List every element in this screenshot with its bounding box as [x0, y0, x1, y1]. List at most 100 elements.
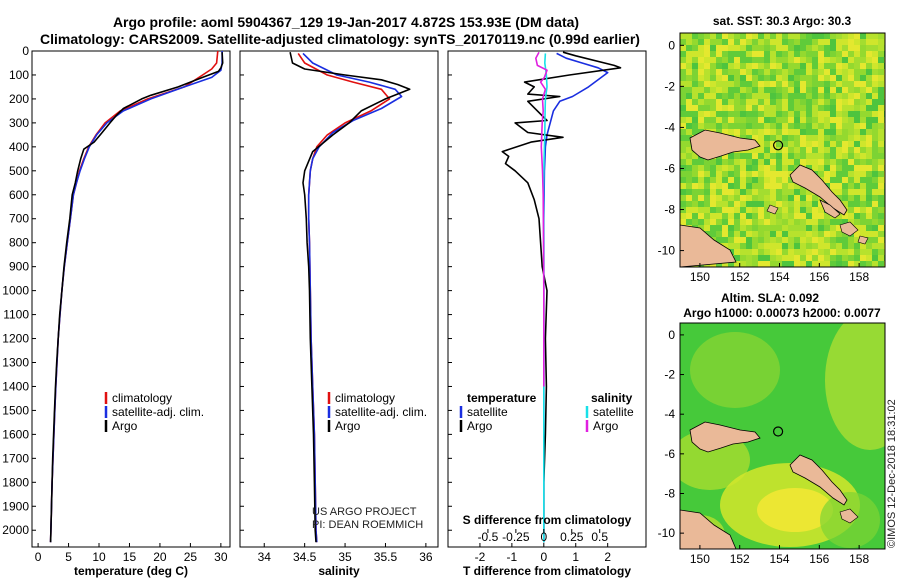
sst-cell	[818, 129, 824, 135]
sst-cell	[836, 153, 842, 159]
sst-cell	[752, 105, 758, 111]
sst-cell	[764, 237, 770, 243]
sst-cell	[866, 39, 872, 45]
sst-cell	[836, 81, 842, 87]
sst-cell	[812, 63, 818, 69]
sst-cell	[782, 189, 788, 195]
sst-cell	[740, 207, 746, 213]
sst-cell	[806, 87, 812, 93]
sst-cell	[794, 231, 800, 237]
sst-cell	[842, 123, 848, 129]
sst-cell	[728, 105, 734, 111]
sst-cell	[776, 201, 782, 207]
sst-cell	[782, 87, 788, 93]
salinity-series	[289, 52, 411, 543]
sst-cell	[788, 183, 794, 189]
sst-cell	[776, 189, 782, 195]
sst-cell	[692, 153, 698, 159]
sst-cell	[728, 243, 734, 249]
series-line-argo	[49, 52, 224, 543]
sst-cell	[746, 135, 752, 141]
sst-cell	[836, 105, 842, 111]
depth-tick-label: 1100	[3, 308, 29, 322]
sst-cell	[686, 207, 692, 213]
sst-cell	[866, 105, 872, 111]
difference-top-axis: -0.5 -0.25 0 0.25 0.5	[478, 529, 608, 544]
sst-cell	[794, 159, 800, 165]
sst-cell	[818, 57, 824, 63]
sst-cell	[734, 261, 740, 267]
sst-cell	[728, 195, 734, 201]
sst-cell	[776, 51, 782, 57]
sst-cell	[866, 189, 872, 195]
sst-cell	[800, 147, 806, 153]
sst-cell	[764, 63, 770, 69]
sst-cell	[782, 153, 788, 159]
sst-cell	[854, 237, 860, 243]
sst-cell	[878, 207, 884, 213]
sst-cell	[860, 231, 866, 237]
sst-cell	[728, 123, 734, 129]
sst-cell	[854, 147, 860, 153]
sst-cell	[764, 165, 770, 171]
sst-cell	[734, 45, 740, 51]
sst-cell	[806, 219, 812, 225]
sst-cell	[860, 165, 866, 171]
sst-cell	[680, 183, 686, 189]
sst-cell	[704, 165, 710, 171]
sst-cell	[680, 81, 686, 87]
sst-cell	[776, 171, 782, 177]
sst-cell	[788, 75, 794, 81]
sst-cell	[680, 129, 686, 135]
sst-cell	[752, 75, 758, 81]
sst-cell	[812, 57, 818, 63]
sst-cell	[800, 255, 806, 261]
depth-tick-label: 700	[9, 212, 29, 226]
sst-cell	[878, 201, 884, 207]
sst-cell	[680, 195, 686, 201]
sst-cell	[830, 249, 836, 255]
map-lat-label: -10	[658, 244, 676, 258]
depth-tick-label: 200	[9, 92, 29, 106]
legend-label-climatology: climatology	[112, 391, 172, 405]
sst-cell	[824, 63, 830, 69]
sst-cell	[830, 45, 836, 51]
sst-cell	[734, 105, 740, 111]
sst-cell	[854, 129, 860, 135]
sst-cell	[710, 111, 716, 117]
sst-cell	[836, 189, 842, 195]
sst-cell	[686, 45, 692, 51]
depth-tick-label: 1900	[2, 499, 29, 513]
sst-cell	[854, 153, 860, 159]
sst-cell	[722, 231, 728, 237]
sst-cell	[794, 243, 800, 249]
sst-cell	[710, 177, 716, 183]
sst-cell	[848, 195, 854, 201]
sst-cell	[812, 75, 818, 81]
x-tick-label: 20	[153, 550, 167, 564]
sst-cell	[722, 207, 728, 213]
sst-cell	[818, 225, 824, 231]
sst-cell	[830, 237, 836, 243]
sst-cell	[746, 213, 752, 219]
sst-cell	[824, 213, 830, 219]
sst-cell	[824, 171, 830, 177]
sst-cell	[860, 111, 866, 117]
sst-cell	[848, 93, 854, 99]
sst-cell	[752, 117, 758, 123]
sst-cell	[686, 135, 692, 141]
sst-cell	[842, 159, 848, 165]
sst-cell	[752, 189, 758, 195]
sst-cell	[830, 93, 836, 99]
sst-cell	[728, 33, 734, 39]
sst-cell	[716, 63, 722, 69]
sst-cell	[710, 39, 716, 45]
sst-cell	[740, 261, 746, 267]
sst-cell	[764, 255, 770, 261]
sst-cell	[782, 255, 788, 261]
sst-cell	[860, 129, 866, 135]
sst-cell	[788, 39, 794, 45]
sst-cell	[782, 123, 788, 129]
sst-cell	[734, 153, 740, 159]
sst-cell	[716, 195, 722, 201]
